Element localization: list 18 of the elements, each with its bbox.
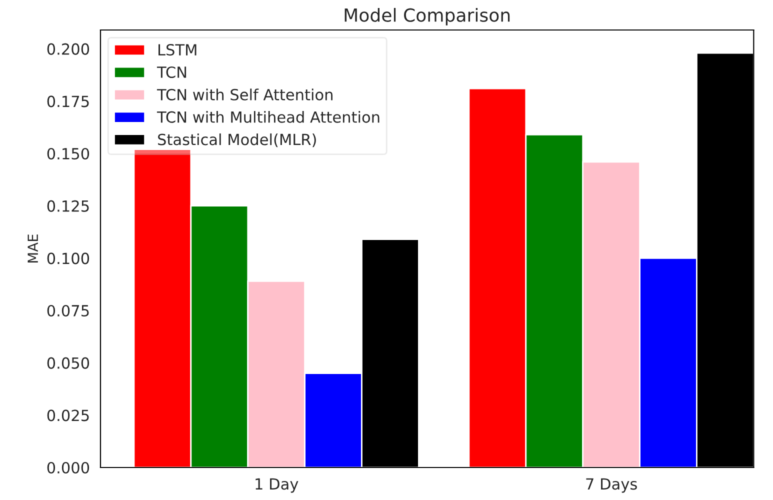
y-tick-label: 0.050: [47, 357, 90, 369]
y-tick-label: 0.100: [47, 252, 90, 264]
y-tick-label: 0.000: [47, 462, 90, 474]
y-tick-label: 0.175: [47, 96, 89, 108]
chart-title: Model Comparison: [344, 8, 510, 26]
legend-label: Stastical Model(MLR): [158, 133, 316, 148]
y-tick-label: 0.150: [47, 148, 90, 160]
legend-label: TCN: [156, 66, 186, 78]
x-tick-label: 1 Day: [256, 478, 298, 493]
y-tick-label: 0.025: [47, 410, 89, 422]
legend-label: LSTM: [158, 44, 196, 56]
legend-label: TCN with Self Attention: [156, 88, 332, 100]
x-tick-label: 7 Days: [586, 478, 637, 493]
y-tick-label: 0.200: [47, 43, 90, 55]
y-tick-label: 0.125: [47, 200, 89, 212]
y-axis-title: MAE: [28, 234, 38, 263]
y-tick-label: 0.075: [47, 304, 89, 317]
legend-label: TCN with Multihead Attention: [156, 111, 380, 123]
